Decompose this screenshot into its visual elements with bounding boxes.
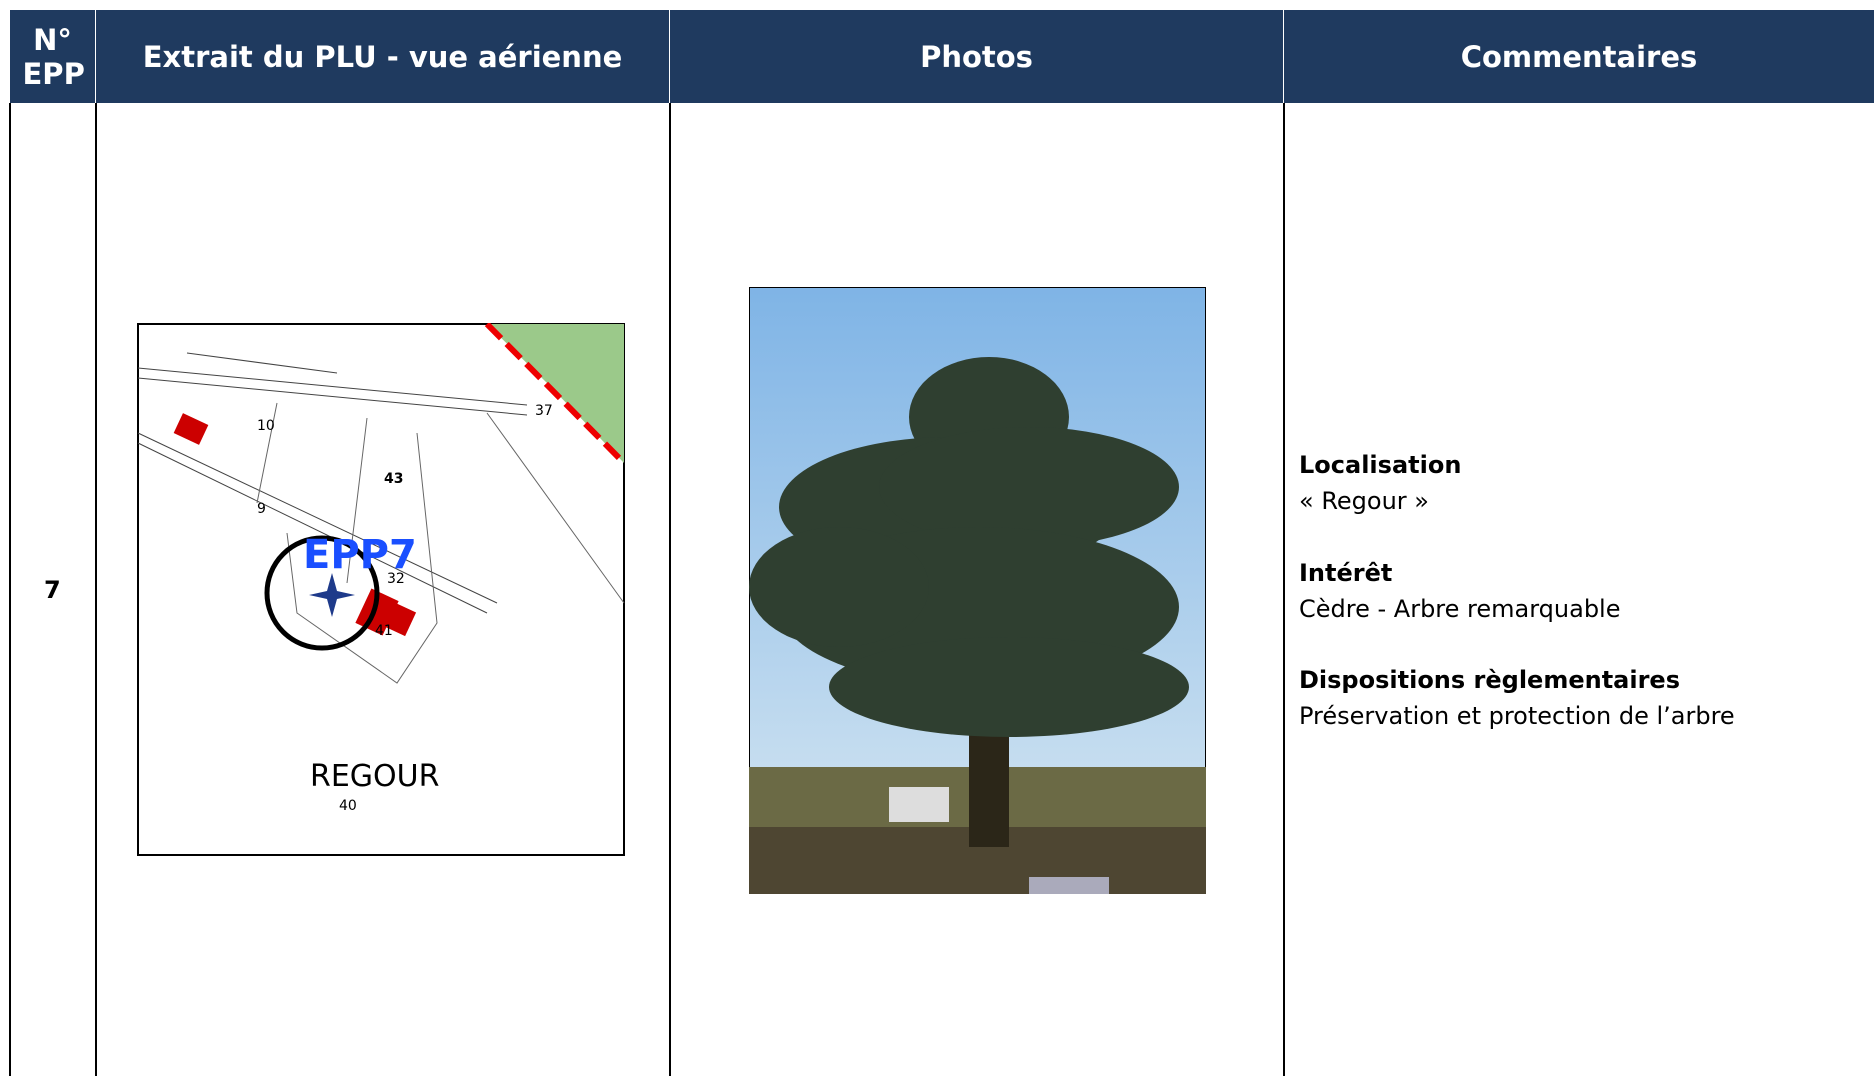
map-label: 40 — [339, 798, 357, 814]
border — [1283, 103, 1285, 1076]
comment-heading: Dispositions règlementaires — [1299, 666, 1680, 694]
map-label: REGOUR — [310, 759, 439, 794]
map-label: 32 — [387, 571, 405, 587]
comment-text: Cèdre - Arbre remarquable — [1299, 595, 1621, 623]
header-cell: Commentaires — [1284, 10, 1874, 103]
border — [669, 103, 671, 1076]
map-label: 37 — [535, 403, 553, 419]
map-label: 43 — [384, 471, 403, 487]
border — [9, 103, 11, 1076]
photo — [749, 287, 1206, 894]
map-label: 41 — [375, 623, 393, 639]
header-text: N° EPP — [22, 22, 85, 91]
map-label: 10 — [257, 418, 275, 434]
map-label: 9 — [257, 501, 266, 517]
map: 10 43 9 37 EPP7 32 41 REGOUR 40 — [137, 323, 625, 856]
map-label: EPP7 — [303, 532, 417, 578]
header-cell: N° EPP — [10, 10, 96, 103]
border — [95, 103, 97, 1076]
comment-text: Préservation et protection de l’arbre — [1299, 702, 1735, 730]
row-number: 7 — [44, 576, 61, 604]
comment-heading: Localisation — [1299, 451, 1462, 479]
header-cell: Extrait du PLU - vue aérienne — [96, 10, 670, 103]
header-cell: Photos — [670, 10, 1284, 103]
comment-text: « Regour » — [1299, 487, 1429, 515]
comment-heading: Intérêt — [1299, 559, 1393, 587]
